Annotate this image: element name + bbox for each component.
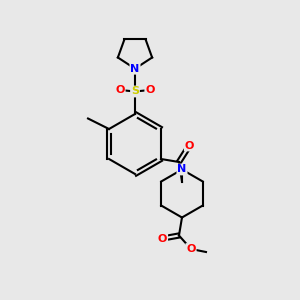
Text: O: O: [158, 233, 167, 244]
Text: O: O: [115, 85, 125, 95]
Text: N: N: [177, 164, 187, 175]
Text: O: O: [186, 244, 196, 254]
Text: O: O: [145, 85, 155, 95]
Text: S: S: [131, 86, 139, 97]
Text: N: N: [130, 64, 140, 74]
Text: O: O: [185, 140, 194, 151]
